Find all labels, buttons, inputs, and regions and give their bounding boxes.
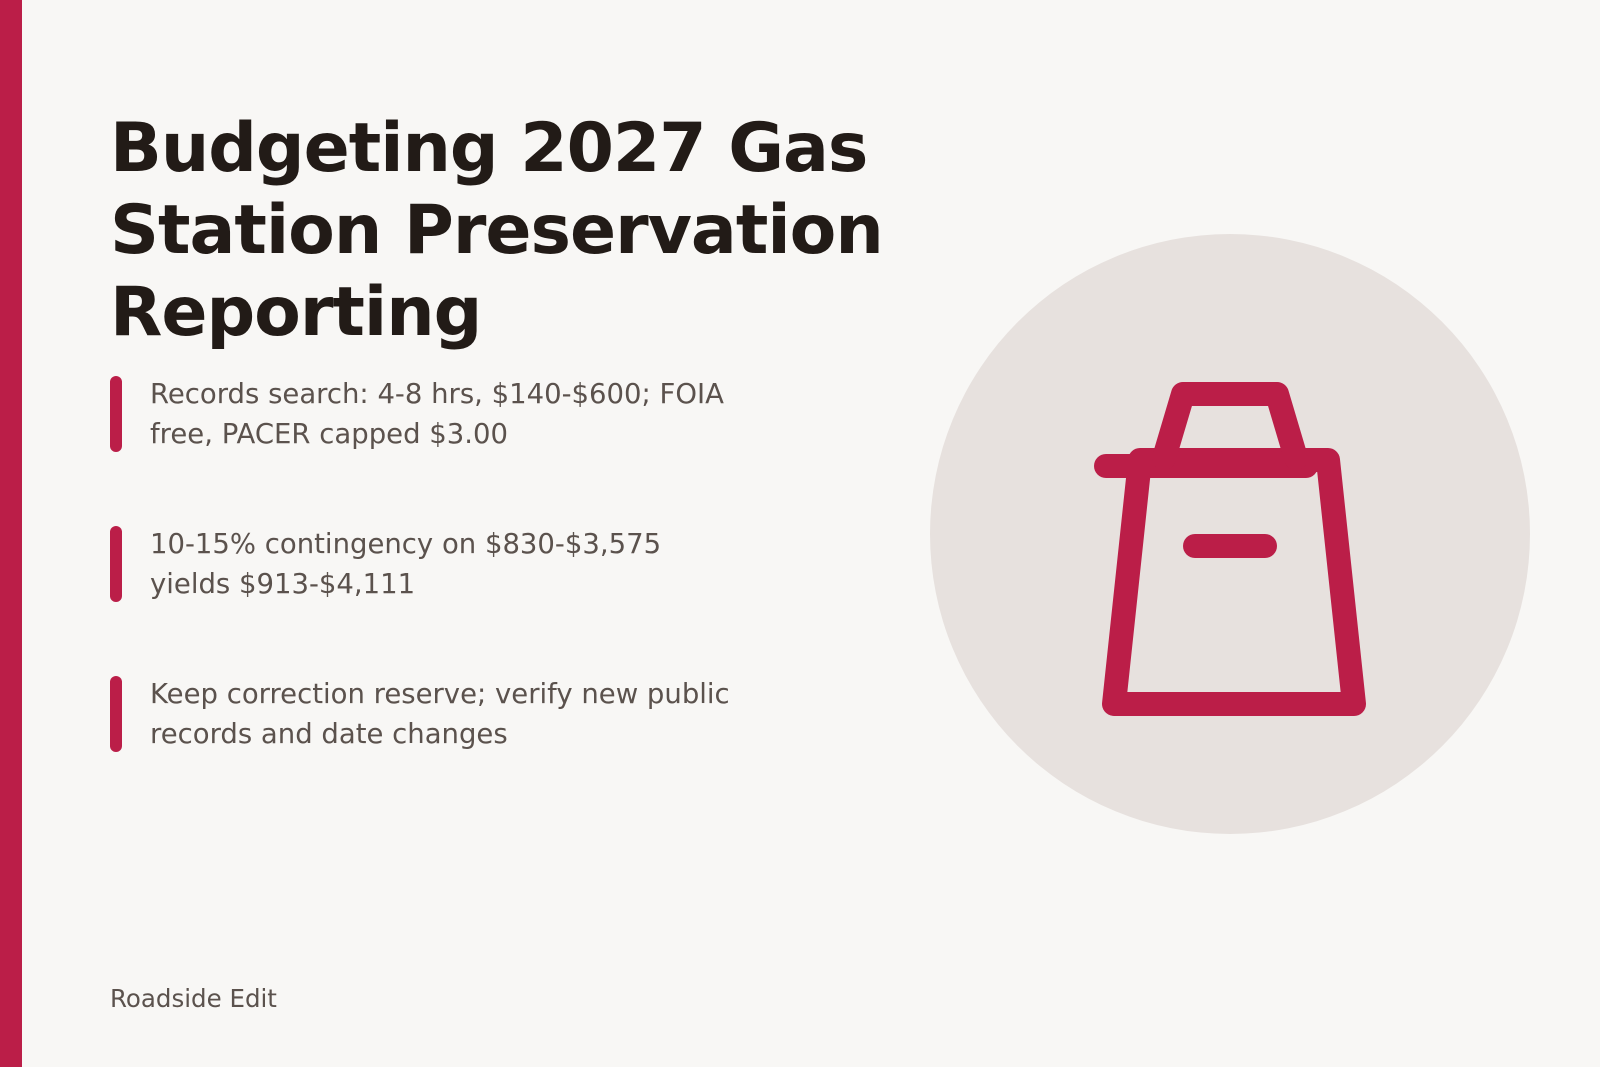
- slide-title: Budgeting 2027 Gas Station Preservation …: [110, 109, 884, 352]
- gas-pump-icon: [1094, 382, 1366, 716]
- bullet-text: Records search: 4-8 hrs, $140-$600; FOIA…: [150, 378, 724, 450]
- bullet-marker: [110, 376, 122, 452]
- illustration: [930, 234, 1530, 834]
- bullet-list: Records search: 4-8 hrs, $140-$600; FOIA…: [110, 376, 750, 826]
- bullet-item: Keep correction reserve; verify new publ…: [110, 676, 750, 826]
- bullet-item: Records search: 4-8 hrs, $140-$600; FOIA…: [110, 376, 750, 526]
- accent-bar: [0, 0, 22, 1067]
- bullet-text: 10-15% contingency on $830-$3,575 yields…: [150, 528, 662, 600]
- footer-brand: Roadside Edit: [110, 984, 277, 1013]
- bullet-marker: [110, 676, 122, 752]
- bullet-marker: [110, 526, 122, 602]
- bullet-text: Keep correction reserve; verify new publ…: [150, 678, 730, 750]
- bullet-item: 10-15% contingency on $830-$3,575 yields…: [110, 526, 750, 676]
